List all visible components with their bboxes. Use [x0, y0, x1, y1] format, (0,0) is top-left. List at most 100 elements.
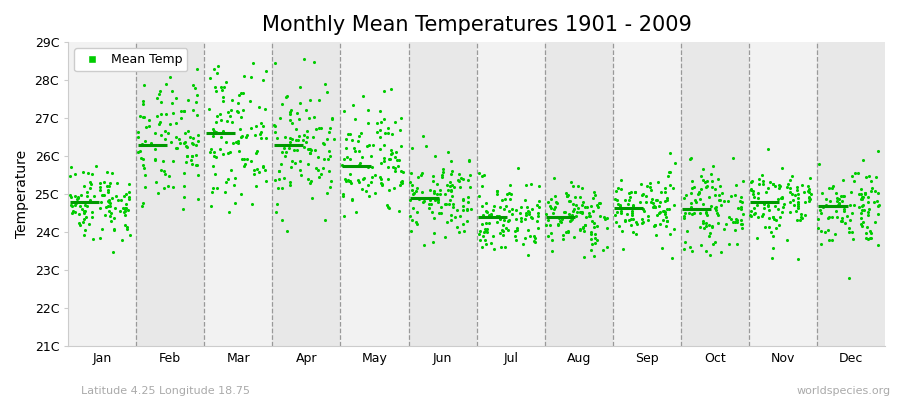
Point	[527, 238, 542, 244]
Point	[559, 193, 573, 200]
Point	[667, 226, 681, 232]
Point	[403, 179, 418, 185]
Point	[530, 202, 544, 208]
Point	[444, 158, 458, 164]
Point	[647, 223, 662, 229]
Point	[490, 213, 504, 220]
Point	[102, 183, 116, 190]
Point	[154, 132, 168, 138]
Point	[726, 219, 741, 225]
Point	[769, 225, 783, 231]
Point	[662, 182, 677, 188]
Point	[583, 246, 598, 253]
Point	[186, 141, 201, 147]
Point	[191, 131, 205, 138]
Point	[119, 201, 133, 207]
Point	[793, 217, 807, 224]
Point	[551, 221, 565, 227]
Point	[650, 197, 664, 204]
Point	[393, 168, 408, 175]
Point	[568, 194, 582, 200]
Point	[756, 211, 770, 217]
Point	[231, 148, 246, 155]
Point	[584, 241, 598, 248]
Point	[482, 212, 497, 219]
Point	[620, 211, 634, 217]
Point	[153, 119, 167, 125]
Point	[854, 186, 868, 192]
Point	[103, 180, 117, 186]
Point	[752, 181, 766, 188]
Point	[499, 224, 513, 231]
Point	[174, 108, 188, 114]
Point	[544, 204, 559, 211]
Point	[525, 215, 539, 221]
Point	[581, 210, 596, 216]
Point	[210, 70, 224, 76]
Point	[644, 198, 658, 205]
Point	[256, 77, 270, 84]
Point	[311, 174, 326, 180]
Point	[454, 175, 468, 182]
Point	[704, 202, 718, 209]
Point	[204, 189, 219, 195]
Point	[73, 222, 87, 228]
Point	[179, 159, 194, 165]
Point	[284, 157, 299, 164]
Point	[230, 108, 244, 114]
Point	[698, 248, 713, 255]
Point	[760, 199, 774, 205]
Point	[71, 195, 86, 201]
Point	[832, 200, 846, 207]
Point	[635, 206, 650, 212]
Point	[342, 131, 356, 137]
Point	[275, 100, 290, 107]
Point	[791, 199, 806, 205]
Point	[377, 158, 392, 164]
Point	[225, 97, 239, 103]
Point	[645, 196, 660, 202]
Point	[861, 211, 876, 218]
Point	[245, 201, 259, 207]
Point	[571, 205, 585, 212]
Point	[440, 219, 454, 226]
Point	[134, 155, 148, 162]
Point	[761, 184, 776, 191]
Point	[836, 177, 850, 183]
Point	[98, 212, 112, 218]
Point	[248, 171, 262, 178]
Point	[482, 220, 496, 226]
Point	[821, 227, 835, 233]
Point	[845, 210, 859, 216]
Point	[479, 208, 493, 214]
Point	[392, 208, 407, 214]
Point	[185, 161, 200, 168]
Point	[314, 124, 328, 131]
Point	[819, 202, 833, 209]
Point	[422, 200, 436, 207]
Point	[351, 179, 365, 185]
Point	[165, 88, 179, 95]
Point	[207, 152, 221, 159]
Point	[599, 214, 614, 221]
Point	[361, 106, 375, 113]
Point	[634, 181, 649, 187]
Point	[577, 253, 591, 260]
Point	[336, 190, 350, 197]
Point	[148, 179, 163, 185]
Point	[747, 204, 761, 211]
Point	[271, 184, 285, 191]
Point	[860, 224, 875, 230]
Point	[104, 218, 118, 224]
Point	[220, 118, 234, 124]
Point	[302, 145, 316, 152]
Point	[443, 183, 457, 190]
Point	[510, 224, 525, 231]
Point	[513, 210, 527, 216]
Point	[762, 224, 777, 230]
Point	[373, 134, 387, 140]
Point	[817, 229, 832, 236]
Point	[565, 215, 580, 222]
Point	[134, 142, 148, 149]
Point	[176, 206, 191, 212]
